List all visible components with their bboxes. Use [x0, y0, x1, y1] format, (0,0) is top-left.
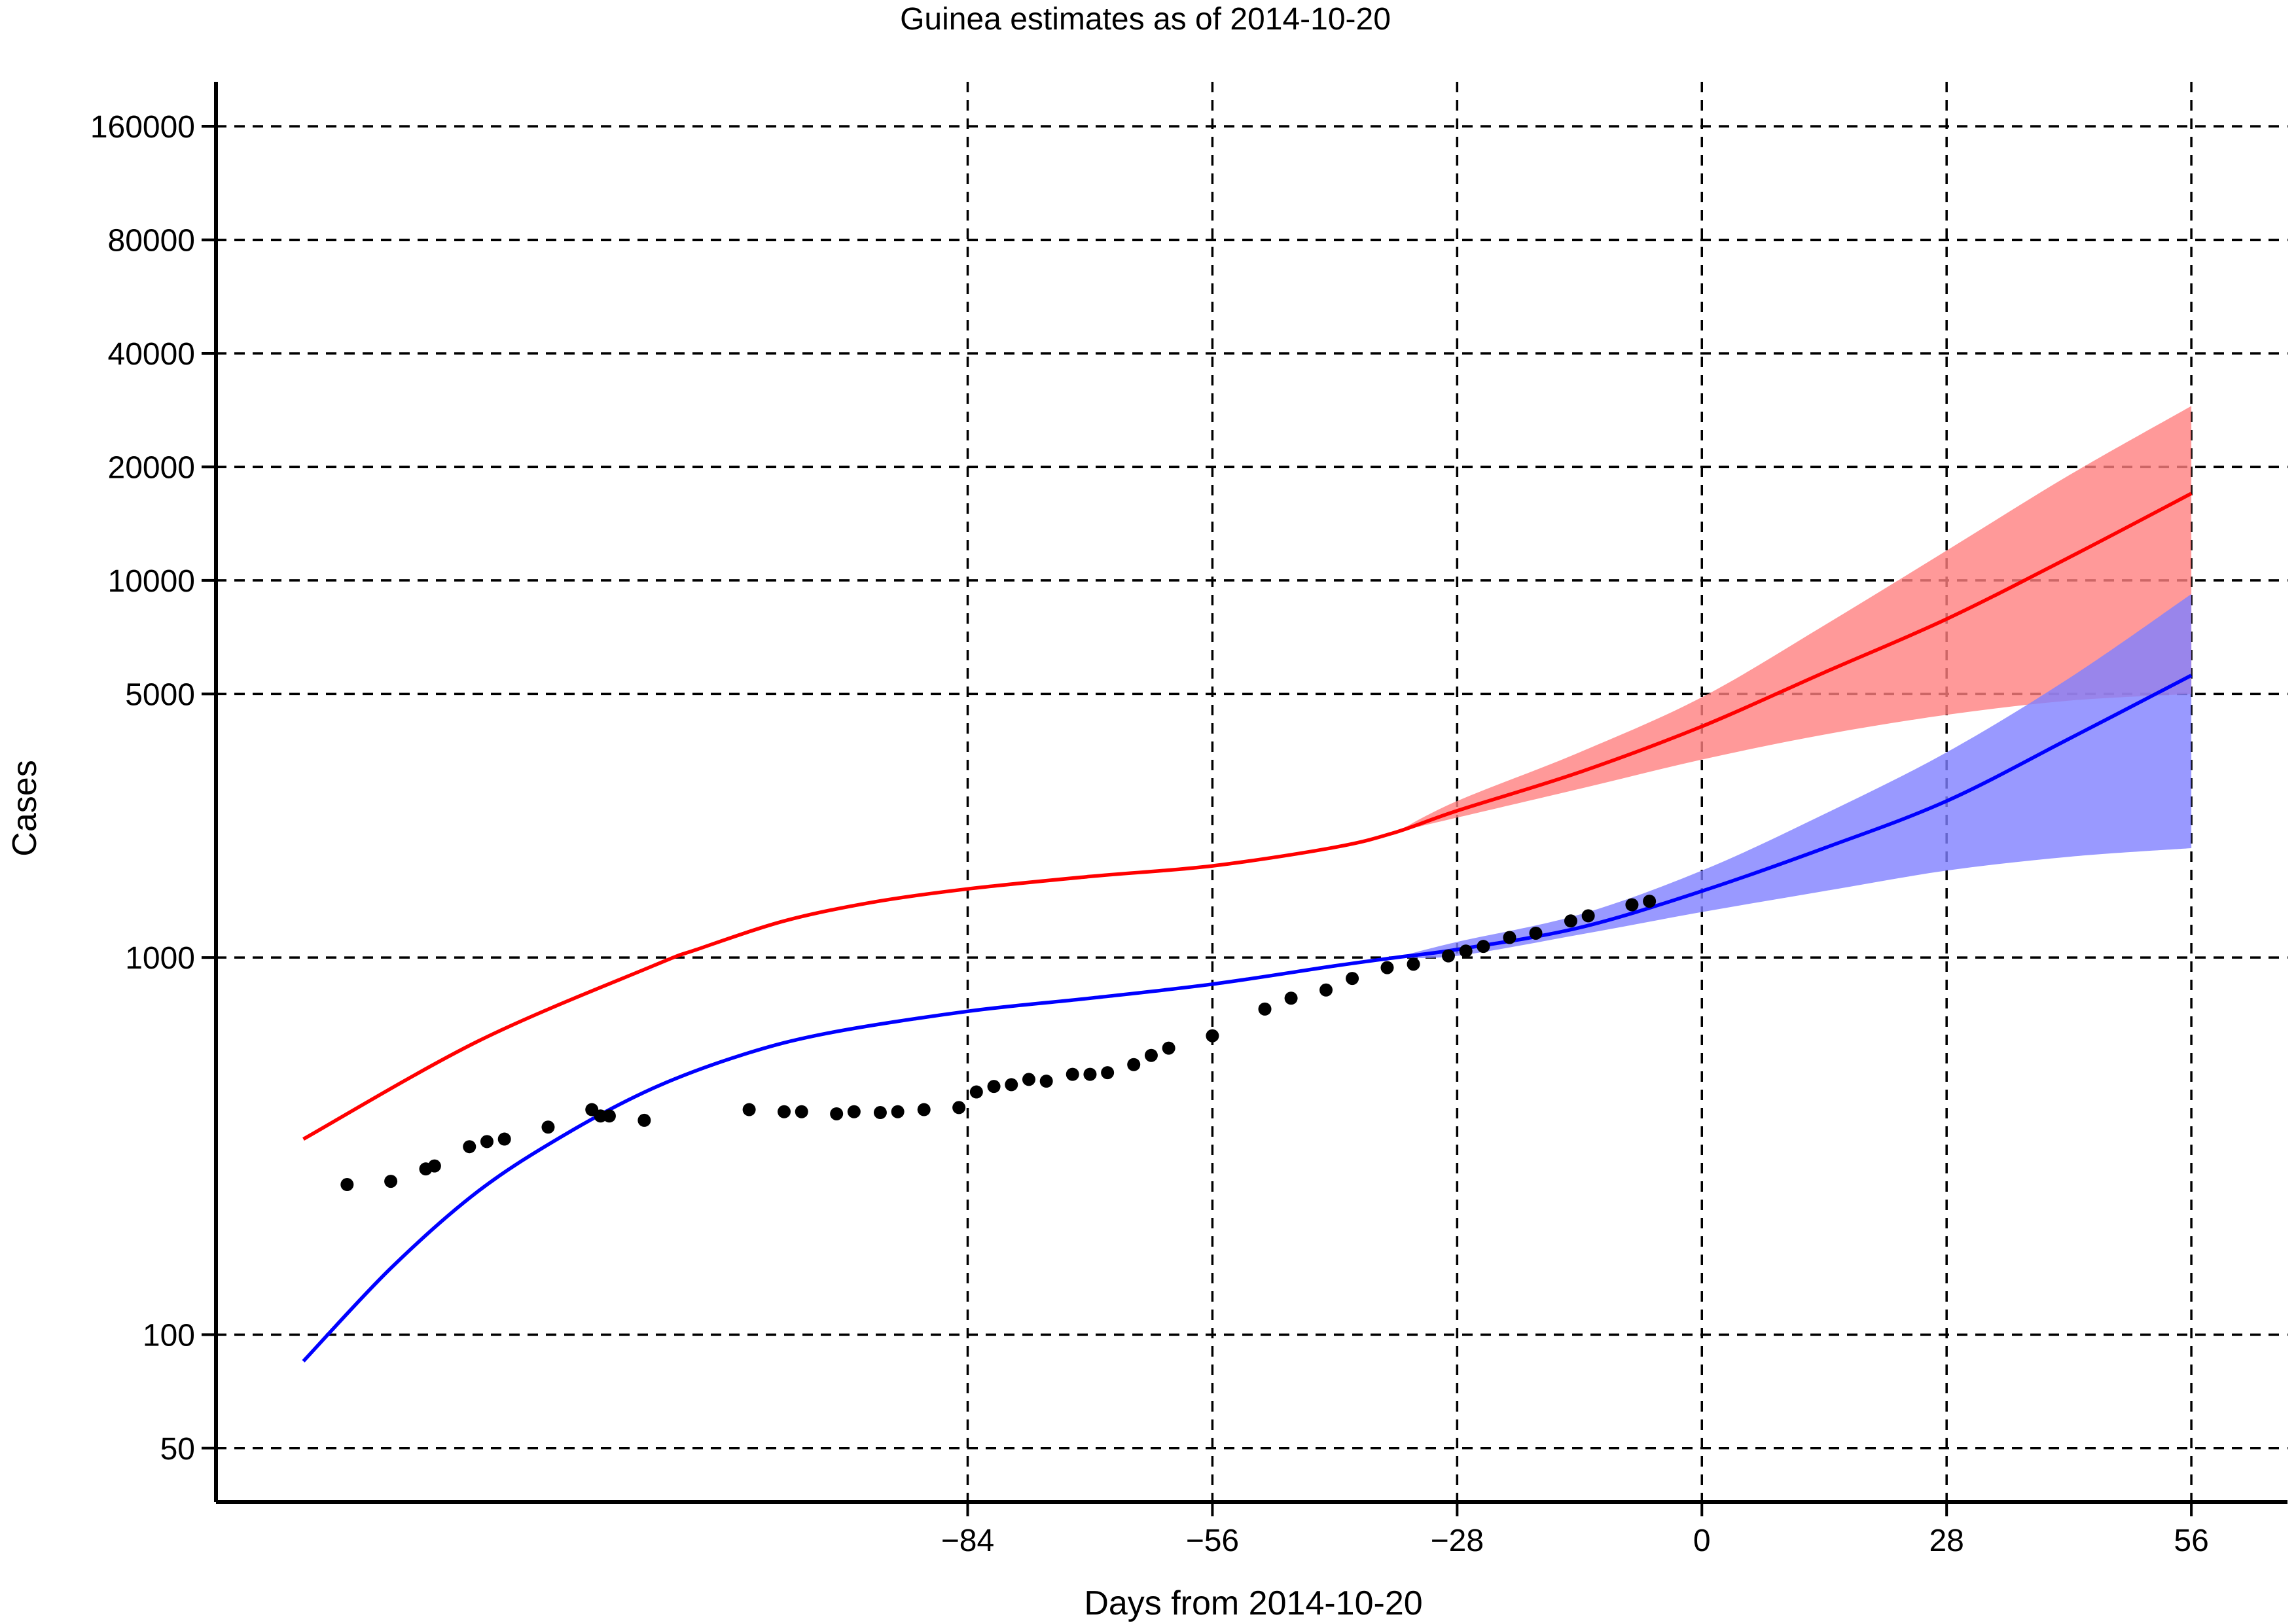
band-layer: [1395, 406, 2192, 958]
data-point: [1380, 961, 1394, 974]
data-point: [1127, 1058, 1141, 1071]
confidence-band-1: [1395, 406, 2192, 832]
data-point: [917, 1103, 931, 1116]
x-axis-label: Days from 2014-10-20: [1084, 1584, 1422, 1622]
data-point: [1407, 957, 1420, 971]
y-tick-label: 160000: [90, 110, 195, 145]
data-point: [1039, 1075, 1053, 1088]
y-tick-label: 10000: [108, 564, 195, 599]
x-tick-label: −56: [1186, 1524, 1239, 1558]
x-tick-label: 28: [1929, 1524, 1964, 1558]
x-tick-label: −28: [1431, 1524, 1484, 1558]
line-layer: [302, 491, 2193, 1363]
data-point: [1319, 983, 1333, 997]
data-point: [1643, 895, 1657, 908]
data-point: [1625, 898, 1639, 912]
y-tick-label: 5000: [125, 677, 195, 712]
y-tick-label: 100: [143, 1318, 195, 1353]
data-point: [480, 1135, 493, 1149]
x-tick-label: 0: [1693, 1524, 1711, 1558]
data-point: [1529, 926, 1543, 940]
data-point: [602, 1109, 616, 1123]
data-point: [742, 1103, 756, 1116]
data-point: [1477, 940, 1490, 954]
x-tick-label: −84: [941, 1524, 994, 1558]
data-point: [830, 1107, 844, 1120]
data-point: [1144, 1048, 1158, 1062]
series-line-0: [302, 491, 2193, 1141]
label-layer: Guinea estimates as of 2014-10-20 Days f…: [6, 2, 1423, 1622]
data-point: [873, 1106, 887, 1120]
y-tick-label: 40000: [108, 337, 195, 372]
data-point: [1284, 991, 1298, 1005]
data-point: [1022, 1073, 1035, 1086]
data-point: [1503, 931, 1516, 944]
y-tick-label: 50: [160, 1432, 195, 1467]
data-point: [1346, 972, 1359, 986]
data-point: [778, 1105, 791, 1118]
data-point: [1581, 909, 1595, 923]
data-point: [1459, 944, 1473, 958]
point-layer: [340, 895, 1657, 1192]
chart-title: Guinea estimates as of 2014-10-20: [900, 2, 1391, 37]
axis-layer: −84 −56 −28 0 28 56 50 100 1000 5000 10000 20000 400…: [90, 82, 2287, 1558]
data-point: [1083, 1067, 1097, 1081]
data-point: [497, 1132, 511, 1146]
data-point: [969, 1085, 983, 1099]
data-point: [1564, 914, 1577, 928]
data-point: [1162, 1041, 1175, 1055]
data-point: [384, 1175, 398, 1188]
y-tick-label: 80000: [108, 224, 195, 259]
y-tick-label: 1000: [125, 941, 195, 976]
data-point: [463, 1140, 476, 1154]
data-point: [952, 1101, 966, 1115]
y-axis-label: Cases: [6, 760, 44, 856]
data-point: [891, 1105, 905, 1118]
series-line-2: [302, 673, 2193, 1363]
data-point: [795, 1105, 808, 1118]
data-point: [637, 1113, 651, 1127]
data-point: [1258, 1002, 1272, 1016]
data-point: [847, 1105, 861, 1118]
data-point: [987, 1080, 1001, 1094]
data-point: [1005, 1078, 1018, 1092]
y-tick-label: 20000: [108, 450, 195, 485]
data-point: [1066, 1067, 1079, 1081]
x-tick-label: 56: [2174, 1524, 2208, 1558]
data-point: [427, 1159, 441, 1173]
data-point: [340, 1178, 354, 1192]
data-point: [1206, 1029, 1219, 1043]
data-point: [541, 1120, 555, 1134]
confidence-band-3: [1395, 594, 2192, 958]
data-point: [1441, 949, 1455, 963]
data-point: [1101, 1066, 1115, 1080]
